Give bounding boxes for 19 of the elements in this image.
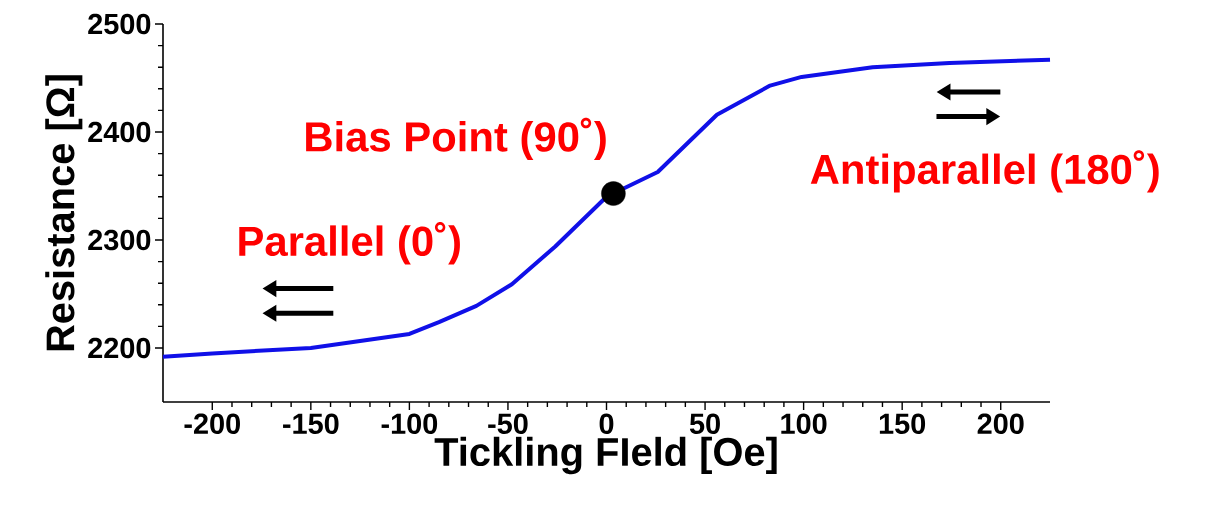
x-tick-label: -50 xyxy=(488,413,528,434)
y-axis-title: Resistance [Ω] xyxy=(45,75,83,351)
x-tick-label: -150 xyxy=(283,413,339,434)
annotation: Bias Point (90˚) xyxy=(306,117,606,161)
x-tick-label: 150 xyxy=(879,413,926,434)
x-tick-label: 0 xyxy=(599,413,614,434)
annotation: Antiparallel (180˚) xyxy=(810,150,1159,193)
y-tick-label: 2400 xyxy=(88,121,151,143)
x-tick-label: -200 xyxy=(184,413,240,434)
x-axis-title: Tickling FIeld [Oe] xyxy=(434,436,777,475)
x-tick-label: 200 xyxy=(977,413,1024,434)
y-tick-label: 2500 xyxy=(88,13,151,35)
y-tick-label: 2200 xyxy=(88,337,151,359)
x-tick-label: 50 xyxy=(689,413,720,434)
x-tick-label: -100 xyxy=(381,413,438,434)
y-tick-label: 2300 xyxy=(88,229,151,251)
line-series xyxy=(161,57,1053,359)
x-tick-label: 100 xyxy=(781,413,827,434)
annotation: Parallel (0˚) xyxy=(239,222,460,265)
